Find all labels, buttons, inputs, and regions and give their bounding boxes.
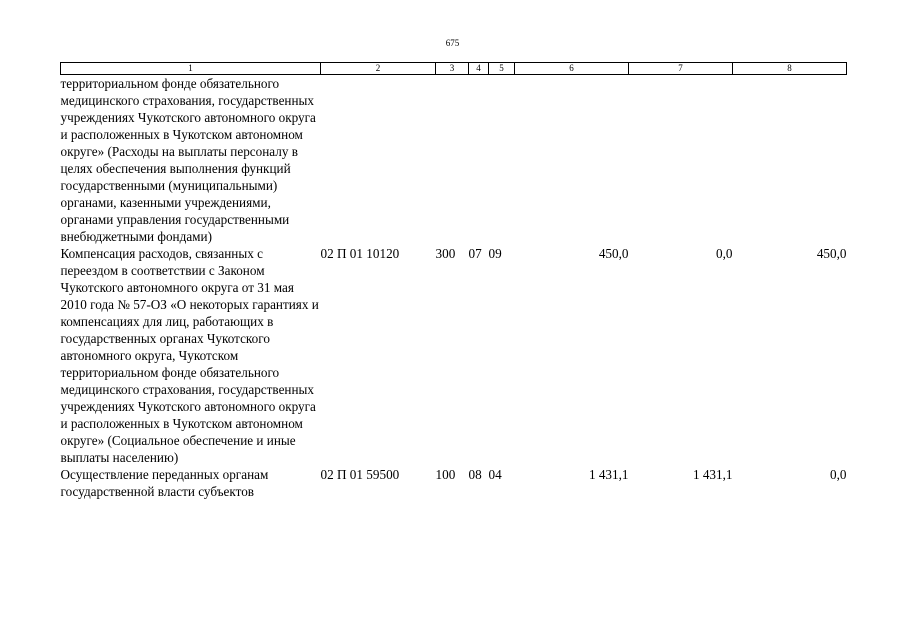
row-col8 bbox=[733, 75, 847, 246]
row-col4: 07 bbox=[468, 246, 482, 261]
table-row: территориальном фонде обязательного меди… bbox=[61, 75, 847, 246]
column-header-2: 2 bbox=[320, 62, 436, 75]
table-row: Осуществление переданных органам государ… bbox=[61, 466, 847, 500]
column-header-5: 5 bbox=[488, 62, 515, 75]
budget-table: 1 2 3 4 5 6 7 8 территориальном фонде об… bbox=[60, 62, 847, 500]
column-header-3: 3 bbox=[435, 62, 469, 75]
row-col6 bbox=[515, 75, 629, 246]
column-header-4: 4 bbox=[468, 62, 489, 75]
row-code: 02 П 01 59500 bbox=[320, 467, 400, 482]
row-description: территориальном фонде обязательного меди… bbox=[60, 76, 316, 244]
column-header-7: 7 bbox=[628, 62, 733, 75]
row-col3: 100 bbox=[435, 467, 456, 482]
row-description: Компенсация расходов, связанных с переез… bbox=[60, 246, 319, 465]
row-description: Осуществление переданных органам государ… bbox=[60, 467, 269, 499]
row-code: 02 П 01 10120 bbox=[320, 246, 400, 261]
row-col5: 04 bbox=[488, 467, 502, 482]
table-row: Компенсация расходов, связанных с переез… bbox=[61, 245, 847, 466]
row-col8: 0,0 bbox=[830, 467, 847, 482]
row-col4 bbox=[469, 75, 489, 246]
row-col6: 1 431,1 bbox=[588, 467, 629, 482]
row-col5 bbox=[489, 75, 515, 246]
row-col5: 09 bbox=[488, 246, 502, 261]
row-col7 bbox=[629, 75, 733, 246]
row-code bbox=[321, 75, 436, 246]
row-col8: 450,0 bbox=[816, 246, 847, 261]
column-header-8: 8 bbox=[732, 62, 847, 75]
row-col7: 0,0 bbox=[716, 246, 733, 261]
row-col3 bbox=[436, 75, 469, 246]
row-col4: 08 bbox=[468, 467, 482, 482]
row-col7: 1 431,1 bbox=[692, 467, 733, 482]
table-header-row: 1 2 3 4 5 6 7 8 bbox=[60, 62, 847, 75]
column-header-1: 1 bbox=[60, 62, 321, 75]
row-col3: 300 bbox=[435, 246, 456, 261]
page-number: 675 bbox=[445, 38, 460, 48]
row-col6: 450,0 bbox=[598, 246, 629, 261]
column-header-6: 6 bbox=[514, 62, 629, 75]
